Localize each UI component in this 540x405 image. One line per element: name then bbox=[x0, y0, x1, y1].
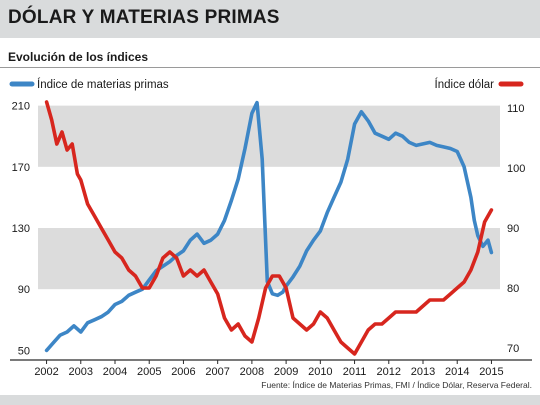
commodity-index-line bbox=[44, 100, 494, 353]
left-tick-label-210: 210 bbox=[12, 101, 30, 113]
right-tick-label-110: 110 bbox=[507, 103, 525, 115]
axes: 2002 2003 2004 2005 2006 2007 2008 2009 2010 2011… bbox=[10, 101, 532, 378]
x-tick-label-2002: 2002 bbox=[34, 366, 58, 378]
header-divider bbox=[0, 67, 540, 68]
legend: Índice de materias primas Índice dólar bbox=[9, 78, 524, 91]
x-tick-label-2008: 2008 bbox=[240, 366, 264, 378]
right-tick-label-80: 80 bbox=[507, 283, 519, 295]
x-tick-label-2005: 2005 bbox=[137, 366, 161, 378]
x-tick-label-2009: 2009 bbox=[274, 366, 298, 378]
series-lines bbox=[44, 100, 494, 356]
grid-bands bbox=[38, 105, 500, 290]
x-tick-label-2006: 2006 bbox=[171, 366, 195, 378]
grid-band-1 bbox=[38, 105, 500, 167]
x-tick-label-2014: 2014 bbox=[445, 366, 469, 378]
left-tick-label-50: 50 bbox=[18, 345, 30, 357]
bottom-bar bbox=[0, 395, 540, 405]
x-tick-label-2010: 2010 bbox=[308, 366, 332, 378]
title-bar bbox=[0, 0, 540, 38]
source-note: Fuente: Índice de Materias Primas, FMI /… bbox=[261, 380, 532, 390]
x-tick-label-2013: 2013 bbox=[411, 366, 435, 378]
x-tick-label-2012: 2012 bbox=[377, 366, 401, 378]
x-tick-label-2003: 2003 bbox=[69, 366, 93, 378]
legend-label-dollar: Índice dólar bbox=[435, 78, 495, 91]
x-tick-label-2004: 2004 bbox=[103, 366, 127, 378]
left-tick-label-130: 130 bbox=[12, 223, 30, 235]
chart-subtitle: Evolución de los índices bbox=[8, 50, 149, 64]
chart-title: DÓLAR Y MATERIAS PRIMAS bbox=[8, 7, 280, 28]
left-tick-label-90: 90 bbox=[18, 284, 30, 296]
legend-label-commodity: Índice de materias primas bbox=[37, 78, 169, 91]
dollar-index-line bbox=[44, 100, 494, 356]
left-tick-label-170: 170 bbox=[12, 162, 30, 174]
right-tick-label-100: 100 bbox=[507, 163, 525, 175]
x-tick-label-2011: 2011 bbox=[343, 366, 367, 378]
right-tick-label-70: 70 bbox=[507, 343, 519, 355]
x-tick-label-2015: 2015 bbox=[479, 366, 503, 378]
right-tick-label-90: 90 bbox=[507, 223, 519, 235]
x-tick-label-2007: 2007 bbox=[205, 366, 229, 378]
